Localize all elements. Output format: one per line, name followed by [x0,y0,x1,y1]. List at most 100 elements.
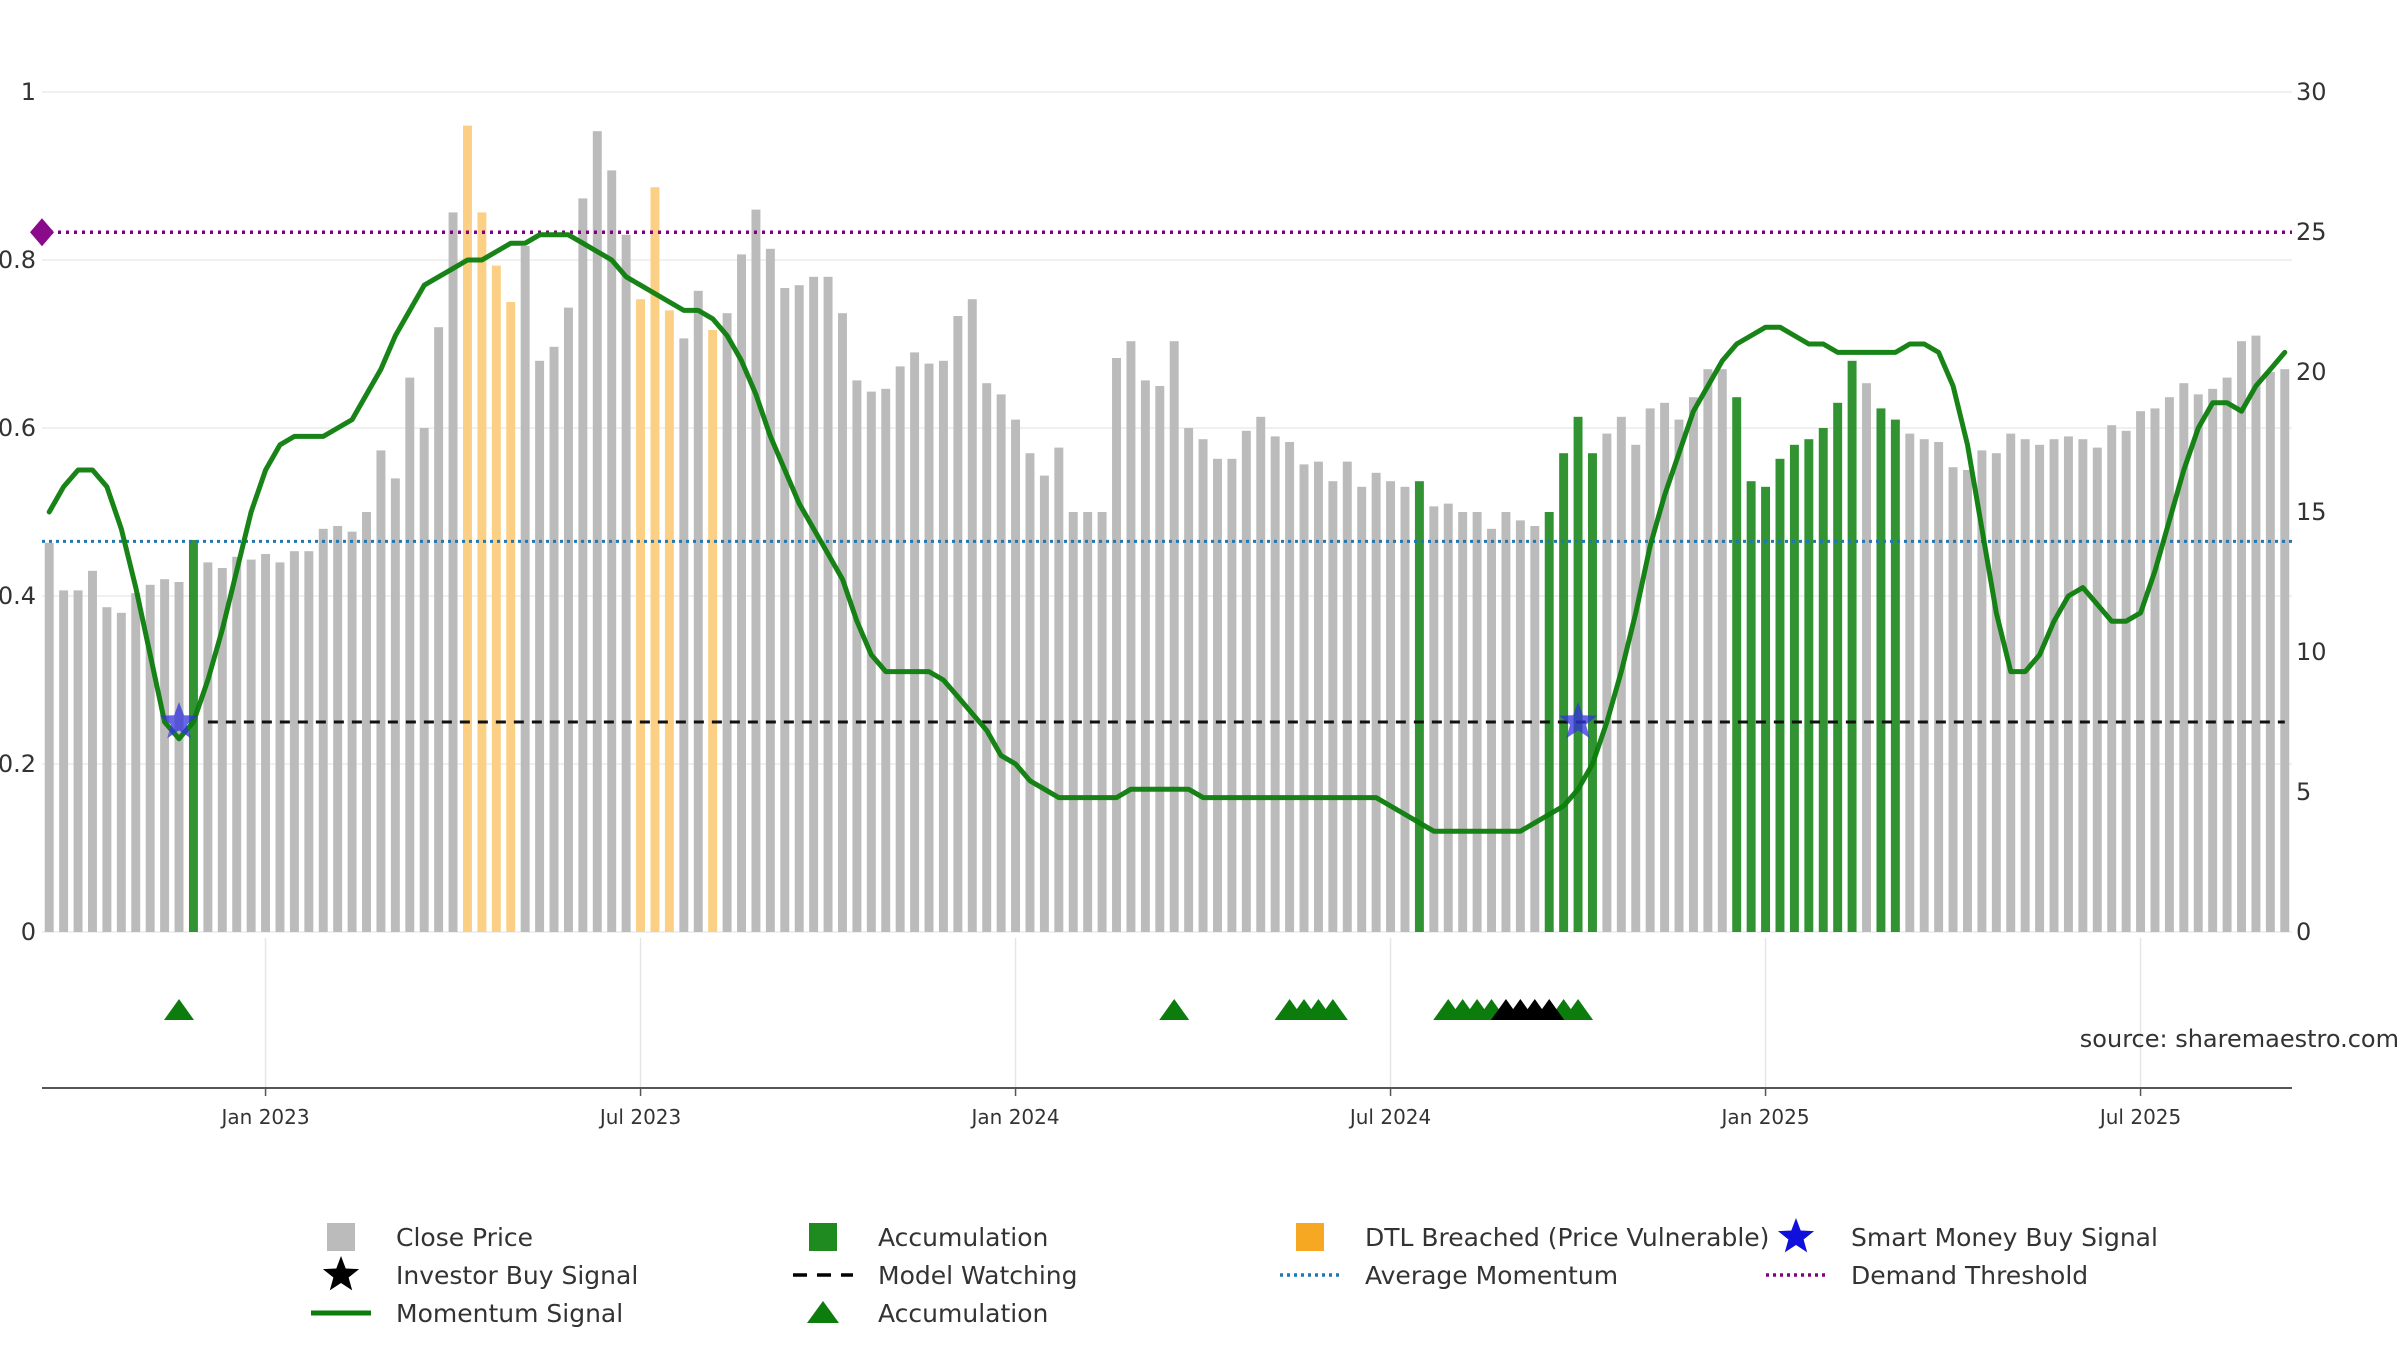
close-price-bar [1515,520,1525,932]
accumulation-bar [1559,453,1569,932]
x-tick-label: Jan 2024 [970,1105,1060,1129]
accumulation-bar [1573,416,1583,932]
dtl-breached-bar [477,212,487,932]
close-price-bar [1919,439,1929,932]
close-price-bar [2150,408,2160,932]
close-price-bar [1039,475,1049,932]
close-price-bar [1184,428,1194,932]
close-price-bar [318,528,328,932]
close-price-bar [1371,472,1381,932]
orange-square-icon [1296,1223,1324,1251]
close-price-bar [1313,461,1323,932]
x-tick-label: Jan 2025 [1720,1105,1810,1129]
close-price-bar [1155,386,1165,932]
accumulation-bar [1588,453,1597,932]
close-price-bar [1905,433,1915,932]
legend-label: Close Price [396,1223,533,1252]
y-left-tick-label: 0 [21,918,36,946]
close-price-bar [1054,447,1064,932]
dtl-breached-bar [506,302,516,932]
smart-money-buy-star [1559,702,1598,739]
legend-label: Average Momentum [1365,1261,1618,1290]
y-left-tick-label: 0.2 [0,750,36,778]
close-price-bar [679,338,689,932]
legend-label: Demand Threshold [1851,1261,2088,1290]
close-price-bar [88,570,97,932]
close-price-bar [1169,341,1179,932]
close-price-bar [116,612,126,932]
accumulation-triangle [1159,999,1190,1020]
accumulation-triangle [1317,999,1348,1020]
close-price-bar [2049,439,2059,932]
close-price-bar [1112,358,1121,932]
close-price-bar [2063,436,2073,932]
close-price-bar [693,290,703,932]
y-left-tick-label: 1 [21,78,36,106]
close-price-bar [1688,397,1698,932]
accumulation-bar [1761,486,1771,932]
close-price-bar [59,590,69,932]
close-price-bar [434,327,444,932]
legend-label: Smart Money Buy Signal [1851,1223,2158,1252]
legend-label: Investor Buy Signal [396,1261,638,1290]
close-price-bar [2208,388,2218,932]
close-price-bar [333,526,343,932]
dtl-breached-bar [664,310,674,932]
close-price-bar [1429,506,1439,932]
close-price-bar [809,276,819,932]
close-price-bar [419,428,429,932]
close-price-bar [2237,341,2246,932]
y-right-tick-label: 30 [2296,78,2327,106]
close-price-bar [967,299,977,932]
close-price-bar [405,377,415,933]
close-price-bar [823,276,833,932]
close-price-bar [866,391,876,933]
close-price-bar [592,131,602,932]
y-right-tick-label: 25 [2296,218,2327,246]
close-price-bar [1443,503,1453,932]
close-price-bar [390,478,400,932]
accumulation-bar [1833,402,1843,932]
close-price-bar [881,388,891,932]
close-price-bar [246,559,256,932]
green-triangle-icon [807,1301,839,1323]
blue-star-icon [1777,1218,1815,1253]
close-price-bar [160,579,170,932]
green-square-icon [809,1223,837,1251]
close-price-bar [1328,481,1338,932]
legend-item: Close Price [327,1223,533,1252]
close-price-bar [2078,439,2088,932]
x-tick-label: Jul 2024 [1348,1105,1431,1129]
y-right-tick-label: 10 [2296,638,2327,666]
dtl-breached-bar [636,299,646,932]
legend-label: Accumulation [878,1299,1048,1328]
close-price-bar [2251,335,2261,933]
close-price-bar [1487,528,1496,932]
accumulation-bar [1818,428,1828,932]
accumulation-triangle [1563,999,1594,1020]
close-price-bar [1256,416,1266,932]
close-price-bar [2006,433,2016,932]
close-price-bar [1977,450,1987,932]
close-price-bar [852,380,862,932]
accumulation-bar [1847,360,1857,932]
accumulation-bar [1775,458,1785,932]
close-price-bar [1227,458,1237,932]
close-price-bar [1285,442,1295,932]
close-price-bar [304,551,314,932]
y-right-tick-label: 5 [2296,778,2311,806]
close-price-bar [1025,453,1035,932]
close-price-bar [780,288,790,932]
close-price-bar [1011,419,1021,933]
close-price-bar [765,248,775,933]
close-price-bar [1342,461,1352,932]
close-price-bar [1357,486,1367,932]
gray-square-icon [327,1223,355,1251]
close-price-bar [1703,369,1713,932]
y-right-tick-label: 20 [2296,358,2327,386]
legend-label: Accumulation [878,1223,1048,1252]
indicator-lines [30,218,2292,834]
momentum-signal-line [46,232,2288,834]
close-price-bar [2035,444,2045,932]
